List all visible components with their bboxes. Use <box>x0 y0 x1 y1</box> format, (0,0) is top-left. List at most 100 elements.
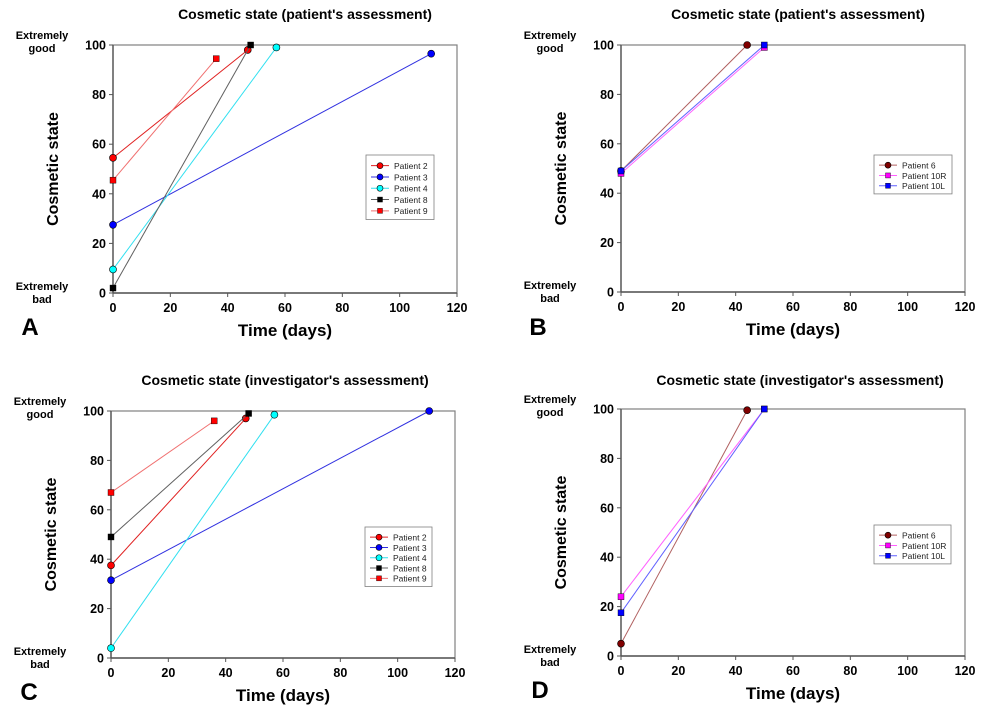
y-tick-label: 20 <box>600 600 614 614</box>
legend-marker <box>376 184 384 192</box>
y-annotation-good: Extremely <box>14 396 67 408</box>
x-tick-label: 60 <box>278 301 292 315</box>
legend-marker <box>377 196 383 203</box>
data-point <box>743 41 751 49</box>
y-annotation-bad: bad <box>32 294 52 306</box>
series-patient-6 <box>617 406 751 648</box>
x-tick-label: 120 <box>447 301 468 315</box>
legend-item: Patient 9 <box>370 574 427 584</box>
data-point <box>109 154 117 162</box>
x-tick-label: 20 <box>671 300 685 314</box>
x-axis-label: Time (days) <box>746 684 840 703</box>
legend-item: Patient 2 <box>370 532 427 542</box>
y-annotation-good: Extremely <box>524 394 577 406</box>
legend-item: Patient 10L <box>879 551 945 561</box>
series-line <box>110 410 430 581</box>
series-line <box>112 53 432 226</box>
series-patient-10l <box>617 41 768 175</box>
chart-a: Cosmetic state (patient's assessment) 0 20… <box>16 6 468 341</box>
x-tick-label: 100 <box>387 666 408 680</box>
x-tick-label: 0 <box>618 664 625 678</box>
series-line <box>620 409 748 644</box>
y-annotation-good: good <box>537 407 564 419</box>
legend-item: Patient 4 <box>371 184 428 194</box>
data-point <box>212 55 220 62</box>
y-axis-label: Cosmetic state <box>45 112 62 226</box>
legend-marker <box>885 542 891 549</box>
x-tick-label: 100 <box>897 664 918 678</box>
y-annotation-bad: bad <box>540 293 560 305</box>
y-annotation-good: Extremely <box>16 30 69 42</box>
panel-c: Cosmetic state (investigator's assessmen… <box>0 360 490 715</box>
y-annotation-bad: Extremely <box>14 646 67 658</box>
legend-label: Patient 8 <box>393 563 427 573</box>
series-patient-10r <box>617 405 768 600</box>
data-point <box>617 609 625 616</box>
series-line <box>110 413 249 538</box>
y-tick-label: 40 <box>92 187 106 201</box>
x-axis-label: Time (days) <box>238 321 332 340</box>
data-point <box>210 417 218 425</box>
data-point <box>245 410 252 417</box>
legend-label: Patient 2 <box>394 161 428 171</box>
series-line <box>620 44 765 172</box>
y-tick-label: 20 <box>600 236 614 250</box>
x-tick-label: 80 <box>333 666 347 680</box>
series-patient-8 <box>109 41 254 292</box>
x-tick-label: 100 <box>389 301 410 315</box>
legend-marker <box>375 554 383 562</box>
chart-b: Cosmetic state (patient's assessment) 0 20… <box>524 6 976 341</box>
x-tick-label: 80 <box>335 301 349 315</box>
data-point <box>617 593 625 600</box>
legend-item: Patient 3 <box>371 172 428 182</box>
x-tick-label: 120 <box>445 666 466 680</box>
y-tick-label: 0 <box>97 652 104 666</box>
x-axis-label: Time (days) <box>236 686 330 705</box>
legend-marker <box>884 161 892 169</box>
legend-item: Patient 10R <box>879 541 946 551</box>
series-line <box>620 408 765 614</box>
legend-item: Patient 3 <box>370 543 427 553</box>
y-annotation-good: good <box>537 43 564 55</box>
chart-title: Cosmetic state (investigator's assessmen… <box>141 372 428 388</box>
series-patient-4 <box>109 43 281 274</box>
y-tick-label: 100 <box>83 405 104 419</box>
legend-item: Patient 9 <box>371 206 428 216</box>
x-tick-label: 100 <box>897 300 918 314</box>
x-tick-label: 20 <box>163 301 177 315</box>
series-patient-10l <box>617 405 768 616</box>
y-tick-label: 40 <box>90 553 104 567</box>
legend-item: Patient 2 <box>371 161 428 171</box>
y-tick-label: 20 <box>90 602 104 616</box>
data-point <box>743 406 751 415</box>
x-tick-label: 80 <box>843 664 857 678</box>
data-point <box>272 43 281 52</box>
data-point <box>761 41 768 49</box>
series-patient-2 <box>107 414 250 570</box>
y-tick-label: 0 <box>99 287 106 301</box>
legend-label: Patient 10R <box>902 541 946 551</box>
legend-marker <box>884 531 892 539</box>
y-axis-label: Cosmetic state <box>43 477 60 591</box>
legend-marker <box>376 575 382 582</box>
legend-marker <box>885 553 891 559</box>
legend-item: Patient 6 <box>879 530 936 540</box>
panel-letter: A <box>21 314 38 341</box>
chart-c: Cosmetic state (investigator's assessmen… <box>14 372 466 706</box>
y-tick-label: 40 <box>600 187 614 201</box>
data-point <box>109 265 117 274</box>
x-tick-label: 20 <box>671 664 685 678</box>
legend-marker <box>885 183 891 189</box>
legend-item: Patient 10R <box>879 171 946 181</box>
y-annotation-bad: bad <box>540 657 560 669</box>
series-patient-3 <box>107 407 434 584</box>
panel-a: Cosmetic state (patient's assessment) 0 20… <box>0 0 490 355</box>
y-annotation-bad: Extremely <box>16 281 69 293</box>
series-line <box>620 44 748 172</box>
y-tick-label: 60 <box>600 137 614 151</box>
legend-item: Patient 4 <box>370 553 427 563</box>
x-tick-label: 120 <box>955 300 976 314</box>
